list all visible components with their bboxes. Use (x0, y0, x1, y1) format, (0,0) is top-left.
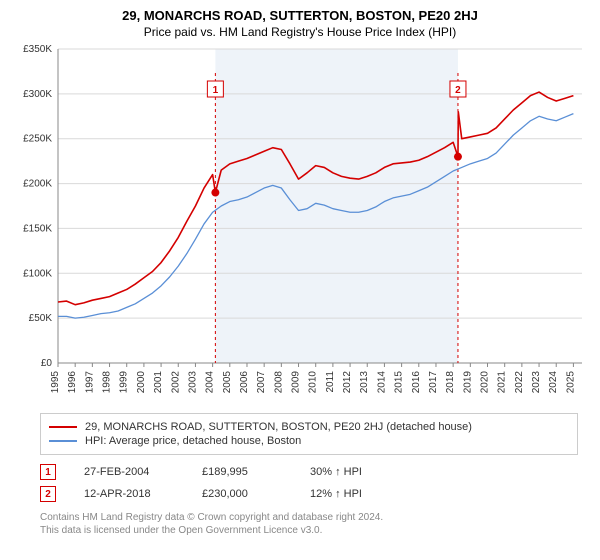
svg-text:£150K: £150K (23, 223, 52, 234)
svg-text:2010: 2010 (308, 371, 319, 394)
svg-text:2011: 2011 (325, 371, 336, 393)
sale-marker-box: 1 (40, 464, 56, 480)
footer-line-1: Contains HM Land Registry data © Crown c… (40, 511, 578, 524)
legend: 29, MONARCHS ROAD, SUTTERTON, BOSTON, PE… (40, 413, 578, 455)
svg-text:1998: 1998 (102, 371, 113, 394)
svg-text:2002: 2002 (170, 371, 181, 394)
svg-text:2023: 2023 (531, 371, 542, 394)
svg-text:£100K: £100K (23, 268, 52, 279)
sale-price: £230,000 (202, 488, 282, 500)
footer-attribution: Contains HM Land Registry data © Crown c… (40, 511, 578, 537)
svg-text:2: 2 (455, 85, 461, 96)
svg-text:1995: 1995 (50, 371, 61, 394)
svg-text:2024: 2024 (548, 371, 559, 394)
svg-text:2013: 2013 (359, 371, 370, 394)
legend-swatch (49, 440, 77, 442)
svg-text:£50K: £50K (29, 313, 53, 324)
svg-text:£0: £0 (41, 358, 53, 369)
svg-text:2000: 2000 (136, 371, 147, 394)
svg-text:1996: 1996 (67, 371, 78, 394)
sale-diff: 30% ↑ HPI (310, 466, 400, 478)
chart-area: £0 £50K £100K £150K £200K £250K £300K £350K 1995… (10, 45, 590, 405)
sales-list: 1 27-FEB-2004 £189,995 30% ↑ HPI 2 12-APR-201… (40, 461, 578, 505)
svg-text:2022: 2022 (514, 371, 525, 394)
legend-label: HPI: Average price, detached house, Bost… (85, 435, 301, 447)
svg-text:2017: 2017 (428, 371, 439, 394)
svg-text:£250K: £250K (23, 134, 52, 145)
svg-text:1999: 1999 (119, 371, 130, 394)
sale-row: 2 12-APR-2018 £230,000 12% ↑ HPI (40, 483, 578, 505)
svg-text:2004: 2004 (205, 371, 216, 394)
svg-text:1: 1 (213, 85, 219, 96)
svg-text:1997: 1997 (84, 371, 95, 394)
sale-diff: 12% ↑ HPI (310, 488, 400, 500)
svg-text:£200K: £200K (23, 179, 52, 190)
chart-subtitle: Price paid vs. HM Land Registry's House … (10, 25, 590, 39)
legend-label: 29, MONARCHS ROAD, SUTTERTON, BOSTON, PE… (85, 421, 472, 433)
svg-text:£350K: £350K (23, 45, 52, 55)
svg-text:2019: 2019 (462, 371, 473, 394)
sale-price: £189,995 (202, 466, 282, 478)
svg-text:2021: 2021 (497, 371, 508, 394)
svg-text:2018: 2018 (445, 371, 456, 394)
svg-text:2007: 2007 (256, 371, 267, 394)
sale-date: 27-FEB-2004 (84, 466, 174, 478)
svg-text:2015: 2015 (394, 371, 405, 394)
svg-text:2001: 2001 (153, 371, 164, 394)
svg-text:2006: 2006 (239, 371, 250, 394)
svg-text:2020: 2020 (480, 371, 491, 394)
svg-text:2008: 2008 (273, 371, 284, 394)
svg-text:2014: 2014 (376, 371, 387, 394)
chart-title: 29, MONARCHS ROAD, SUTTERTON, BOSTON, PE… (10, 8, 590, 23)
sale-row: 1 27-FEB-2004 £189,995 30% ↑ HPI (40, 461, 578, 483)
svg-text:2012: 2012 (342, 371, 353, 394)
sale-marker-box: 2 (40, 486, 56, 502)
line-chart-svg: £0 £50K £100K £150K £200K £250K £300K £350K 1995… (10, 45, 590, 405)
svg-text:2016: 2016 (411, 371, 422, 394)
legend-item: 29, MONARCHS ROAD, SUTTERTON, BOSTON, PE… (49, 420, 569, 434)
legend-item: HPI: Average price, detached house, Bost… (49, 434, 569, 448)
svg-text:2005: 2005 (222, 371, 233, 394)
legend-swatch (49, 426, 77, 428)
svg-text:2025: 2025 (565, 371, 576, 394)
sale-date: 12-APR-2018 (84, 488, 174, 500)
svg-text:2003: 2003 (187, 371, 198, 394)
svg-text:£300K: £300K (23, 89, 52, 100)
svg-text:2009: 2009 (291, 371, 302, 394)
footer-line-2: This data is licensed under the Open Gov… (40, 524, 578, 537)
